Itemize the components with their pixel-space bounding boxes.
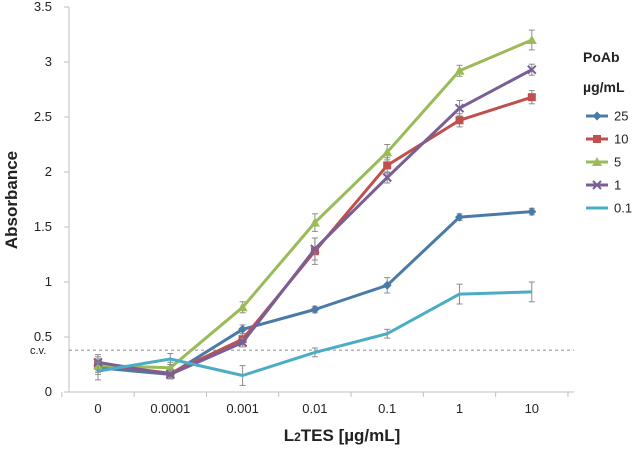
- y-tick-label: 0.5: [34, 329, 52, 344]
- x-tick-label: 1: [456, 401, 463, 416]
- y-tick-label: 2: [45, 164, 52, 179]
- legend-entry: 1: [586, 178, 621, 193]
- data-point: [527, 93, 536, 102]
- data-point: [238, 324, 248, 334]
- legend-label: 1: [614, 178, 621, 193]
- y-tick-label: 3: [45, 54, 52, 69]
- data-point: [527, 207, 537, 217]
- series-line: [97, 95, 533, 375]
- legend-marker: [593, 135, 601, 143]
- legend-title-line1: PoAb: [583, 49, 620, 65]
- series-10: [94, 90, 536, 380]
- legend-label: 0.1: [614, 201, 632, 216]
- series-group: [93, 29, 537, 386]
- x-axis-title-rest: TES [µg/mL]: [301, 426, 401, 445]
- data-point: [237, 337, 248, 348]
- data-point: [455, 212, 464, 222]
- x-tick-label: 10: [525, 401, 539, 416]
- legend-title-line2: µg/mL: [583, 79, 625, 95]
- legend-entry: 10: [586, 132, 628, 147]
- series-line: [97, 290, 532, 377]
- data-point: [165, 369, 176, 380]
- legend-marker: [592, 111, 602, 121]
- y-tick-label: 1.5: [34, 219, 52, 234]
- x-tick-label: 0.001: [226, 401, 259, 416]
- y-axis-title: Absorbance: [2, 151, 21, 249]
- data-point: [527, 64, 537, 75]
- series-0.1: [95, 281, 535, 386]
- data-point: [382, 280, 392, 290]
- legend-marker: [592, 180, 602, 190]
- legend-label: 10: [614, 132, 628, 147]
- y-tick-label: 0: [45, 384, 52, 399]
- series-1: [93, 63, 537, 380]
- data-point: [454, 65, 465, 75]
- series-line: [97, 38, 533, 370]
- series-5: [93, 29, 537, 374]
- legend-label: 5: [614, 155, 621, 170]
- data-point: [454, 103, 465, 113]
- legend-entry: 0.1: [586, 201, 632, 216]
- cutoff-label: c.v.: [30, 345, 46, 357]
- legend-entry: 5: [586, 155, 621, 170]
- data-point: [526, 35, 537, 44]
- legend-entry: 25: [586, 109, 628, 124]
- y-axis: 0 0.5 1 1.5 2 2.5 3 3.5: [34, 0, 70, 399]
- x-axis-title: L2TES [µg/mL]: [284, 426, 401, 445]
- legend: PoAb µg/mL 25 10 5 1 0.1: [583, 49, 632, 216]
- y-tick-label: 2.5: [34, 109, 52, 124]
- data-point: [309, 217, 320, 227]
- y-tick-label: 3.5: [34, 0, 52, 14]
- x-tick-label: 0: [94, 401, 101, 416]
- data-point: [310, 305, 320, 314]
- data-point: [382, 147, 393, 157]
- data-point: [455, 116, 464, 125]
- legend-label: 25: [614, 109, 628, 124]
- x-tick-label: 0.0001: [150, 401, 190, 416]
- data-point: [383, 161, 392, 170]
- data-point: [382, 172, 392, 183]
- x-axis-title-subscript: 2: [294, 430, 301, 444]
- y-tick-label: 1: [45, 274, 52, 289]
- data-point: [310, 244, 320, 254]
- data-point: [237, 302, 248, 312]
- x-tick-label: 0.1: [378, 401, 396, 416]
- x-tick-label: 0.01: [302, 401, 327, 416]
- x-axis: 0 0.0001 0.001 0.01 0.1 1 10: [61, 391, 574, 416]
- legend-marker: [592, 157, 602, 166]
- x-axis-title-main: L: [284, 426, 294, 445]
